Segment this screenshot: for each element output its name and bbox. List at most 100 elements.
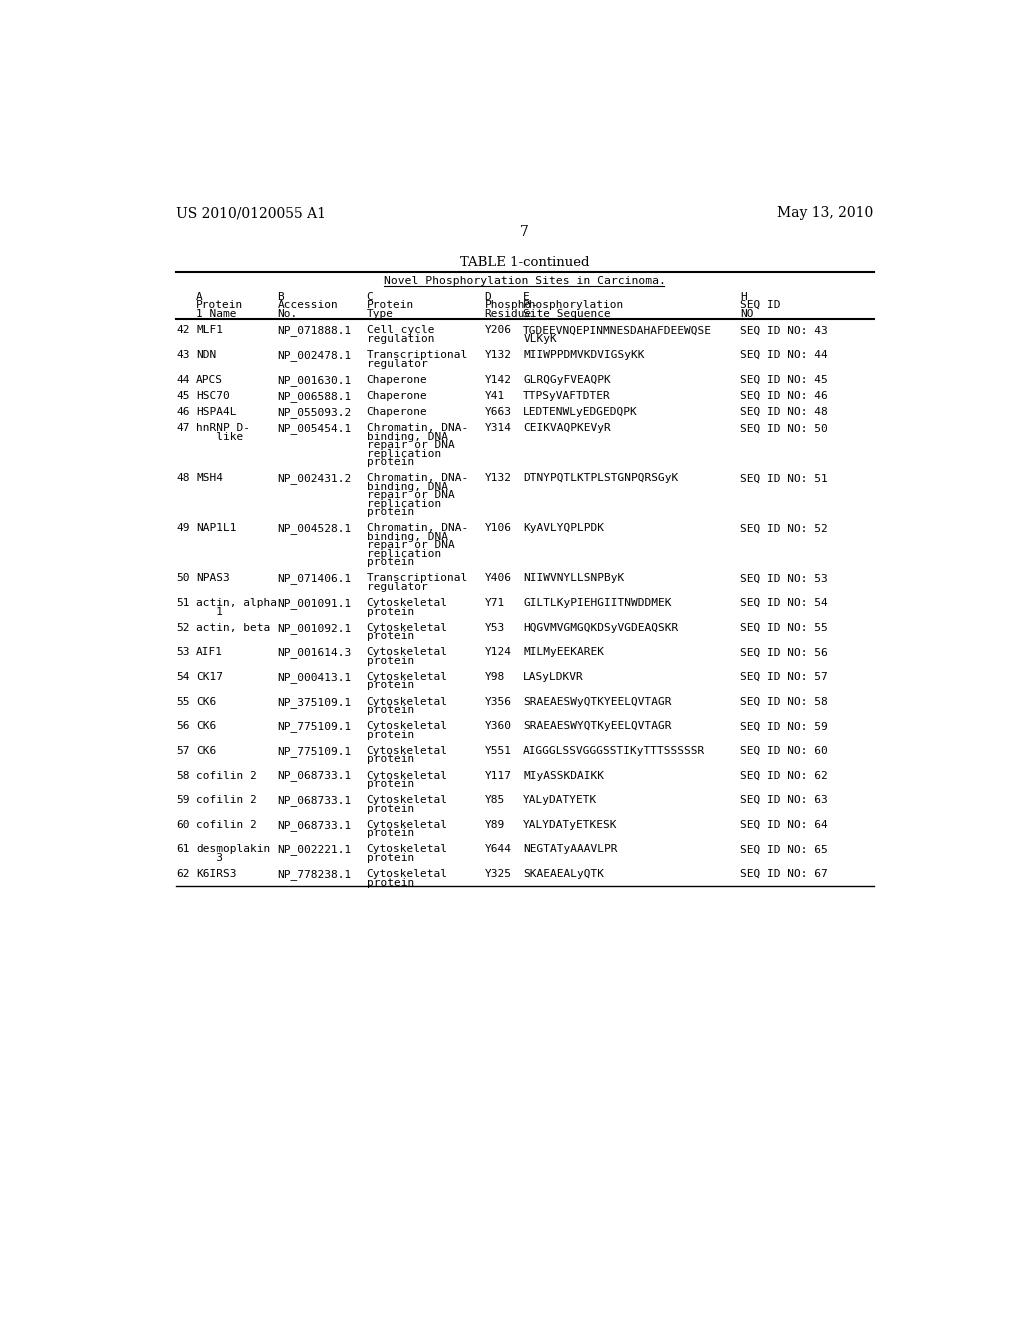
Text: Cell cycle: Cell cycle xyxy=(367,326,434,335)
Text: Cytoskeletal: Cytoskeletal xyxy=(367,647,447,657)
Text: desmoplakin: desmoplakin xyxy=(197,845,270,854)
Text: NP_001092.1: NP_001092.1 xyxy=(278,623,352,634)
Text: Y106: Y106 xyxy=(484,524,512,533)
Text: HQGVMVGMGQKDSyVGDEAQSKR: HQGVMVGMGQKDSyVGDEAQSKR xyxy=(523,623,679,632)
Text: protein: protein xyxy=(367,557,414,568)
Text: 45: 45 xyxy=(176,391,189,401)
Text: SKAEAEALyQTK: SKAEAEALyQTK xyxy=(523,869,604,879)
Text: SEQ ID NO: 67: SEQ ID NO: 67 xyxy=(740,869,828,879)
Text: NP_775109.1: NP_775109.1 xyxy=(278,721,352,733)
Text: Cytoskeletal: Cytoskeletal xyxy=(367,820,447,830)
Text: protein: protein xyxy=(367,656,414,665)
Text: LEDTENWLyEDGEDQPK: LEDTENWLyEDGEDQPK xyxy=(523,407,638,417)
Text: Chaperone: Chaperone xyxy=(367,407,427,417)
Text: repair or DNA: repair or DNA xyxy=(367,540,455,550)
Text: 58: 58 xyxy=(176,771,189,780)
Text: SEQ ID NO: 65: SEQ ID NO: 65 xyxy=(740,845,828,854)
Text: MIyASSKDAIKK: MIyASSKDAIKK xyxy=(523,771,604,780)
Text: HSPA4L: HSPA4L xyxy=(197,407,237,417)
Text: 55: 55 xyxy=(176,697,189,706)
Text: Residue: Residue xyxy=(484,309,531,318)
Text: SEQ ID NO: 50: SEQ ID NO: 50 xyxy=(740,424,828,433)
Text: Cytoskeletal: Cytoskeletal xyxy=(367,672,447,682)
Text: TABLE 1-continued: TABLE 1-continued xyxy=(460,256,590,269)
Text: SEQ ID NO: 45: SEQ ID NO: 45 xyxy=(740,375,828,384)
Text: NP_071888.1: NP_071888.1 xyxy=(278,326,352,337)
Text: Cytoskeletal: Cytoskeletal xyxy=(367,845,447,854)
Text: 50: 50 xyxy=(176,573,189,583)
Text: SEQ ID NO: 44: SEQ ID NO: 44 xyxy=(740,350,828,360)
Text: Y85: Y85 xyxy=(484,795,505,805)
Text: 1: 1 xyxy=(197,607,223,616)
Text: 48: 48 xyxy=(176,474,189,483)
Text: 3: 3 xyxy=(197,853,223,863)
Text: NP_778238.1: NP_778238.1 xyxy=(278,869,352,880)
Text: GLRQGyFVEAQPK: GLRQGyFVEAQPK xyxy=(523,375,611,384)
Text: VLKyK: VLKyK xyxy=(523,334,557,345)
Text: Cytoskeletal: Cytoskeletal xyxy=(367,623,447,632)
Text: NP_001091.1: NP_001091.1 xyxy=(278,598,352,609)
Text: NP_002478.1: NP_002478.1 xyxy=(278,350,352,362)
Text: SEQ ID NO: 63: SEQ ID NO: 63 xyxy=(740,795,828,805)
Text: binding, DNA: binding, DNA xyxy=(367,532,447,541)
Text: CK17: CK17 xyxy=(197,672,223,682)
Text: Y142: Y142 xyxy=(484,375,512,384)
Text: Y98: Y98 xyxy=(484,672,505,682)
Text: Y53: Y53 xyxy=(484,623,505,632)
Text: Y132: Y132 xyxy=(484,474,512,483)
Text: NIIWVNYLLSNPByK: NIIWVNYLLSNPByK xyxy=(523,573,625,583)
Text: Y663: Y663 xyxy=(484,407,512,417)
Text: SEQ ID NO: 56: SEQ ID NO: 56 xyxy=(740,647,828,657)
Text: Transcriptional: Transcriptional xyxy=(367,350,468,360)
Text: Cytoskeletal: Cytoskeletal xyxy=(367,771,447,780)
Text: GILTLKyPIEHGIITNWDDMEK: GILTLKyPIEHGIITNWDDMEK xyxy=(523,598,672,609)
Text: NP_068733.1: NP_068733.1 xyxy=(278,795,352,807)
Text: protein: protein xyxy=(367,607,414,616)
Text: Y71: Y71 xyxy=(484,598,505,609)
Text: US 2010/0120055 A1: US 2010/0120055 A1 xyxy=(176,206,326,220)
Text: SEQ ID NO: 60: SEQ ID NO: 60 xyxy=(740,746,828,756)
Text: NP_068733.1: NP_068733.1 xyxy=(278,820,352,830)
Text: Y132: Y132 xyxy=(484,350,512,360)
Text: 57: 57 xyxy=(176,746,189,756)
Text: TTPSyVAFTDTER: TTPSyVAFTDTER xyxy=(523,391,611,401)
Text: 49: 49 xyxy=(176,524,189,533)
Text: NP_055093.2: NP_055093.2 xyxy=(278,407,352,418)
Text: NP_000413.1: NP_000413.1 xyxy=(278,672,352,682)
Text: protein: protein xyxy=(367,457,414,467)
Text: Y314: Y314 xyxy=(484,424,512,433)
Text: H: H xyxy=(740,292,746,301)
Text: SEQ ID NO: 58: SEQ ID NO: 58 xyxy=(740,697,828,706)
Text: SRAEAESWyQTKYEELQVTAGR: SRAEAESWyQTKYEELQVTAGR xyxy=(523,697,672,706)
Text: B: B xyxy=(278,292,285,301)
Text: Protein: Protein xyxy=(197,300,244,310)
Text: protein: protein xyxy=(367,705,414,715)
Text: binding, DNA: binding, DNA xyxy=(367,482,447,492)
Text: CK6: CK6 xyxy=(197,697,216,706)
Text: Chaperone: Chaperone xyxy=(367,375,427,384)
Text: Y89: Y89 xyxy=(484,820,505,830)
Text: NPAS3: NPAS3 xyxy=(197,573,230,583)
Text: Y406: Y406 xyxy=(484,573,512,583)
Text: Protein: Protein xyxy=(367,300,414,310)
Text: SEQ ID NO: 52: SEQ ID NO: 52 xyxy=(740,524,828,533)
Text: D: D xyxy=(484,292,492,301)
Text: SEQ ID NO: 64: SEQ ID NO: 64 xyxy=(740,820,828,830)
Text: NP_001614.3: NP_001614.3 xyxy=(278,647,352,659)
Text: Chromatin, DNA-: Chromatin, DNA- xyxy=(367,424,468,433)
Text: NP_068733.1: NP_068733.1 xyxy=(278,771,352,781)
Text: Novel Phosphorylation Sites in Carcinoma.: Novel Phosphorylation Sites in Carcinoma… xyxy=(384,276,666,286)
Text: NP_071406.1: NP_071406.1 xyxy=(278,573,352,585)
Text: SEQ ID NO: 59: SEQ ID NO: 59 xyxy=(740,721,828,731)
Text: NAP1L1: NAP1L1 xyxy=(197,524,237,533)
Text: 62: 62 xyxy=(176,869,189,879)
Text: 52: 52 xyxy=(176,623,189,632)
Text: Accession: Accession xyxy=(278,300,338,310)
Text: Y206: Y206 xyxy=(484,326,512,335)
Text: NP_375109.1: NP_375109.1 xyxy=(278,697,352,708)
Text: Y551: Y551 xyxy=(484,746,512,756)
Text: YALyDATYETK: YALyDATYETK xyxy=(523,795,597,805)
Text: Y644: Y644 xyxy=(484,845,512,854)
Text: Site Sequence: Site Sequence xyxy=(523,309,611,318)
Text: CK6: CK6 xyxy=(197,721,216,731)
